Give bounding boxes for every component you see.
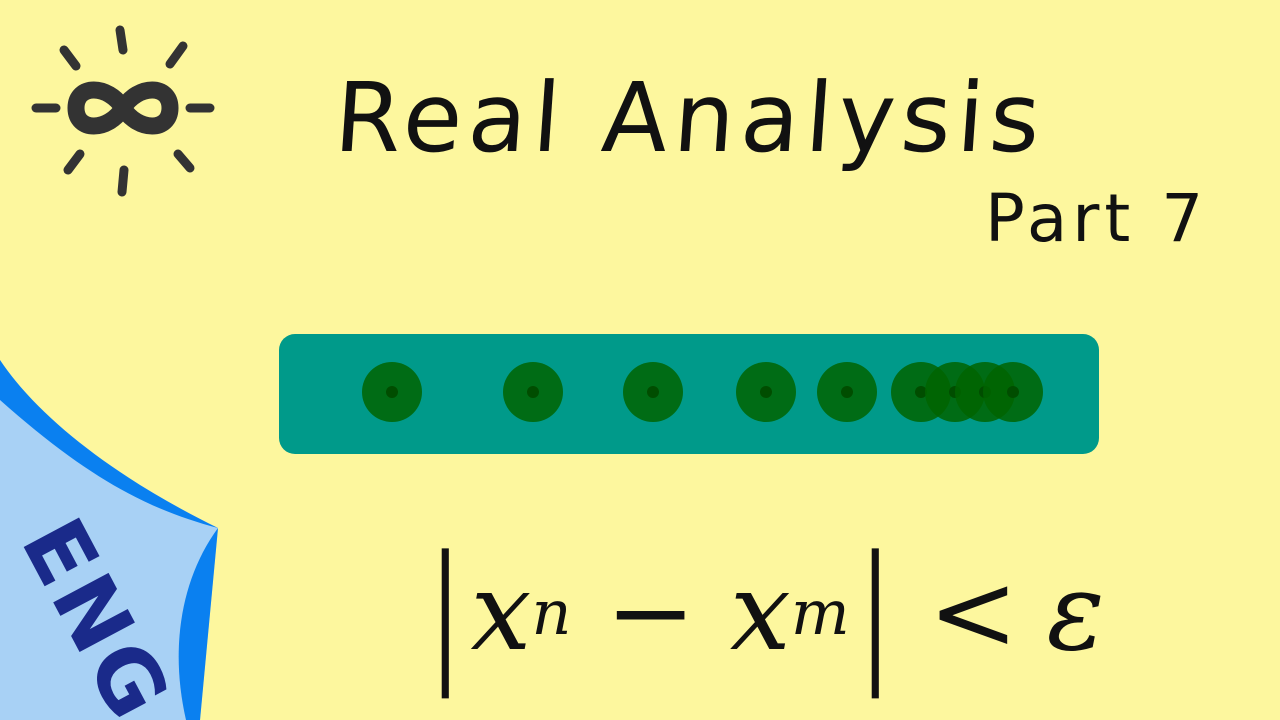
formula-minus: −: [605, 549, 696, 675]
abs-open-bar: |: [430, 525, 461, 699]
formula-x-m: x: [729, 549, 791, 675]
sequence-dot-center: [386, 386, 398, 398]
abs-close-bar: |: [859, 525, 891, 699]
formula-sub-m: m: [790, 575, 850, 649]
infinity-sun-logo-icon: [31, 25, 215, 197]
formula-less-than: <: [928, 549, 1019, 675]
sequence-dot-center: [1007, 386, 1019, 398]
formula-x-n: x: [470, 549, 532, 675]
sequence-bar: [279, 334, 1099, 454]
sequence-dot-center: [760, 386, 772, 398]
page-title: Real Analysis: [331, 62, 1050, 174]
sequence-dot-center: [841, 386, 853, 398]
formula-sub-n: n: [531, 575, 572, 649]
sequence-dot-center: [527, 386, 539, 398]
sequence-dot-center: [915, 386, 927, 398]
sequence-dots: [362, 362, 1043, 422]
part-label: Part 7: [985, 180, 1209, 257]
language-corner-tag: ENG: [0, 360, 218, 720]
sequence-dot-center: [647, 386, 659, 398]
formula-epsilon: ε: [1046, 549, 1105, 675]
